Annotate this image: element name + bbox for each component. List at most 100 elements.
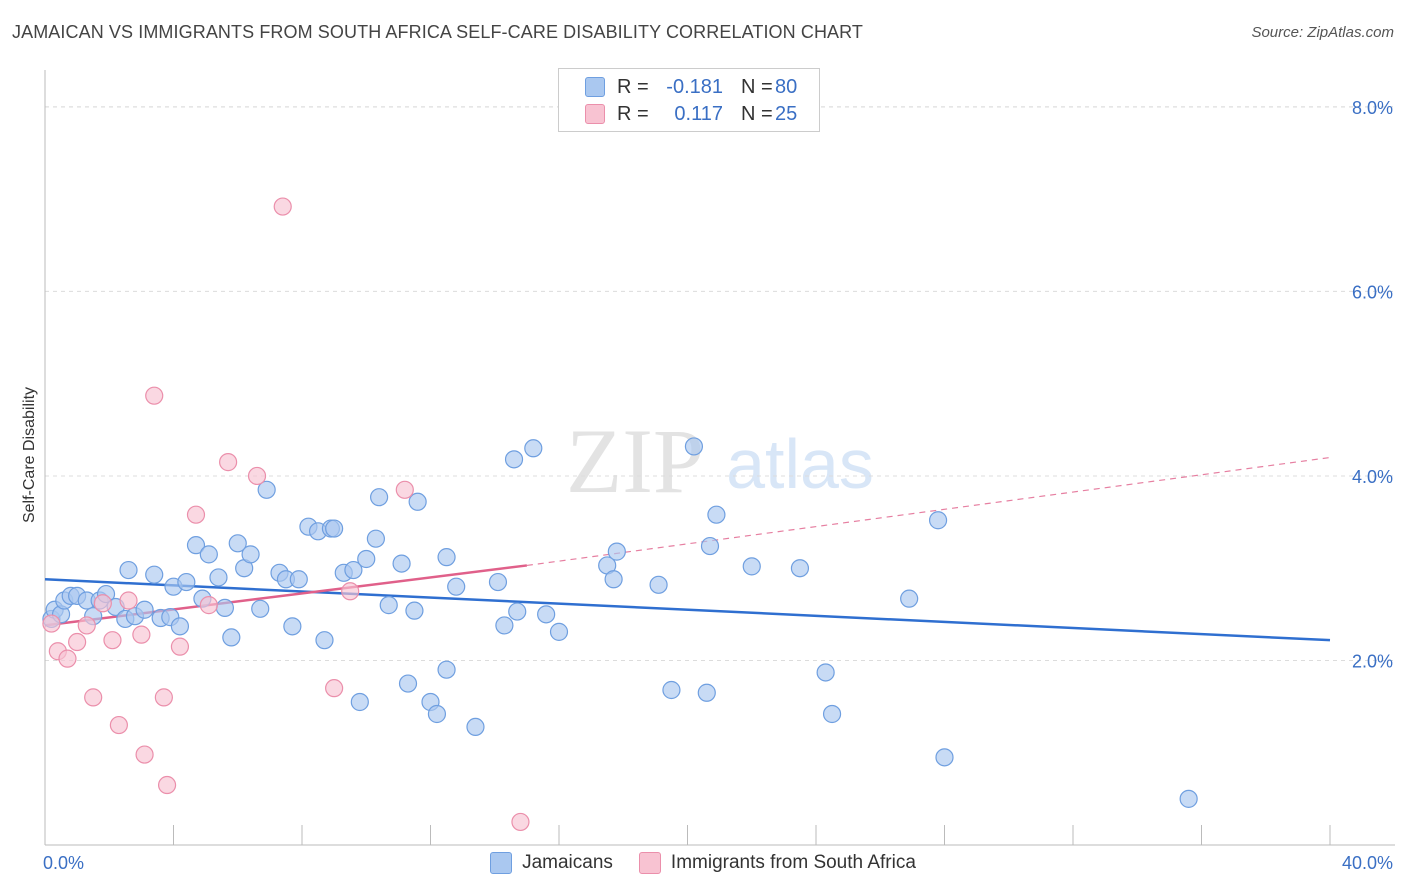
jamaicans-point (315, 631, 334, 650)
legend-n-label: N = (741, 75, 773, 98)
y-tick-label: 2.0% (1352, 651, 1393, 671)
legend-item-jamaicans[interactable]: Jamaicans (490, 852, 613, 874)
south-africa-point (77, 616, 96, 635)
jamaicans-point (145, 565, 164, 584)
jamaicans-point (398, 674, 418, 693)
data-points (42, 197, 1198, 832)
legend-r-value: 0.117 (674, 102, 723, 125)
jamaicans-point (700, 536, 720, 556)
south-africa-point (157, 775, 177, 795)
legend-item-south-africa[interactable]: Immigrants from South Africa (638, 852, 916, 874)
south-africa-point (219, 453, 238, 472)
jamaicans-point (325, 519, 344, 538)
jamaicans-point (379, 596, 398, 615)
jamaicans-point (816, 663, 835, 682)
y-tick-label: 4.0% (1352, 467, 1393, 487)
jamaicans-point (504, 450, 524, 469)
stats-legend: R = -0.181 N = 80 R = 0.117 N = 25 (558, 68, 820, 132)
jamaicans-point (822, 704, 842, 724)
series-legend: Jamaicans Immigrants from South Africa (0, 852, 1406, 874)
jamaicans-point (662, 680, 681, 700)
south-africa-point (273, 197, 292, 216)
jamaicans-point (228, 534, 247, 553)
source-label: Source: ZipAtlas.com (1251, 24, 1394, 41)
south-africa-point (58, 649, 77, 668)
legend-swatch-south-africa (585, 104, 605, 124)
x-tick-label: 40.0% (1342, 853, 1393, 873)
jamaicans-point (366, 529, 385, 548)
jamaicans-point (537, 605, 556, 624)
jamaicans-point (447, 577, 466, 596)
jamaicans-point (604, 570, 623, 589)
x-tick-label: 0.0% (43, 853, 84, 873)
legend-row-south-africa: R = 0.117 N = 25 (585, 102, 797, 126)
south-africa-point (325, 679, 344, 698)
legend-label-jamaicans: Jamaicans (522, 852, 613, 873)
jamaicans-point (370, 488, 389, 507)
jamaicans-point (241, 545, 260, 564)
south-africa-point (395, 480, 414, 499)
jamaicans-point (283, 617, 302, 636)
jamaicans-point (350, 692, 369, 712)
jamaicans-point (170, 617, 190, 636)
south-africa-point (103, 631, 122, 650)
jamaicans-point (251, 599, 270, 618)
jamaicans-point (209, 568, 228, 587)
jamaicans-point (488, 572, 508, 592)
jamaicans-point (684, 437, 704, 456)
jamaicans-point (1179, 789, 1198, 808)
legend-n-label: N = (741, 102, 773, 125)
jamaicans-point (257, 480, 276, 499)
y-tick-label: 6.0% (1352, 282, 1393, 302)
jamaicans-point (119, 560, 138, 580)
legend-row-jamaicans: R = -0.181 N = 80 (585, 75, 797, 99)
legend-n-value: 80 (775, 75, 798, 98)
jamaicans-point (437, 548, 456, 567)
jamaicans-point (408, 492, 427, 511)
jamaicans-point (135, 600, 154, 619)
watermark: ZIP atlas (566, 410, 874, 512)
legend-swatch-jamaicans (585, 77, 605, 97)
south-africa-point (84, 688, 103, 707)
jamaicans-point (437, 660, 456, 679)
south-africa-point (119, 591, 138, 610)
south-africa-point (135, 745, 154, 764)
south-africa-point (199, 596, 218, 615)
legend-r-value: -0.181 (666, 75, 723, 98)
south-africa-point (132, 625, 151, 644)
jamaicans-point (392, 554, 411, 573)
jamaicans-point (186, 536, 206, 555)
south-africa-point (42, 614, 61, 633)
jamaicans-point (508, 602, 527, 621)
jamaicans-point (707, 505, 726, 524)
jamaicans-point (935, 748, 954, 767)
legend-swatch-jamaicans (490, 852, 513, 874)
jamaicans-point (344, 560, 363, 580)
legend-swatch-south-africa (638, 852, 661, 874)
south-africa-point (186, 505, 206, 524)
south-africa-point (68, 632, 87, 652)
watermark-zip: ZIP (566, 410, 704, 512)
jamaicans-point (357, 549, 376, 569)
legend-label-south-africa: Immigrants from South Africa (670, 852, 916, 873)
south-africa-point (247, 466, 267, 486)
jamaicans-point (607, 542, 626, 561)
legend-r-label: R = (617, 75, 649, 98)
jamaicans-point (697, 683, 716, 702)
jamaicans-point (524, 439, 543, 458)
jamaicans-point (742, 557, 761, 576)
jamaicans-point (427, 704, 447, 724)
south-africa-point (170, 637, 190, 656)
jamaicans-point (790, 559, 810, 578)
jamaicans-point (222, 628, 241, 647)
chart-title: JAMAICAN VS IMMIGRANTS FROM SOUTH AFRICA… (12, 22, 864, 42)
axes (44, 70, 1395, 846)
south-africa-point (109, 715, 128, 735)
legend-n-value: 25 (775, 102, 798, 125)
south-africa-point (341, 582, 360, 601)
jamaicans-point (199, 545, 218, 564)
jamaicans-point (177, 572, 196, 592)
legend-r-label: R = (617, 102, 649, 125)
tick-labels: 2.0% 4.0% 6.0% 8.0% 0.0% 40.0% (43, 98, 1393, 873)
